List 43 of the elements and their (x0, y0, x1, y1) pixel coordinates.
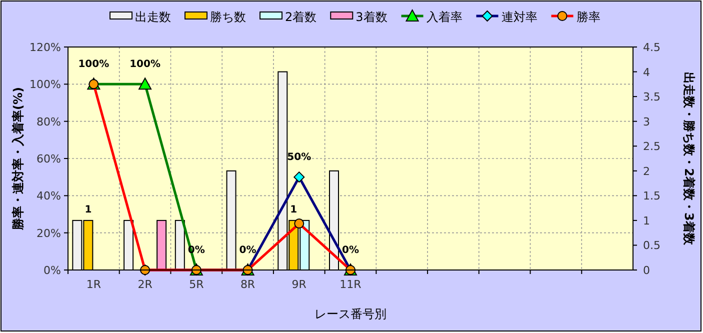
y2-tick-label: 1.5 (643, 190, 660, 203)
y2-tick-label: 0 (643, 264, 650, 277)
legend-label: 連対率 (501, 10, 538, 24)
y-tick-label: 20% (36, 226, 61, 240)
y-tick-label: 100% (30, 78, 61, 92)
y2-axis-title: 出走数・勝ち数・2着数・3着数 (682, 72, 696, 246)
y2-tick-label: 1 (643, 214, 650, 228)
data-label: 100% (130, 59, 160, 70)
legend-label: 2着数 (285, 10, 317, 24)
point (294, 172, 305, 183)
x-tick-label: 9R (292, 278, 307, 291)
y2-tick-label: 0.5 (643, 239, 660, 252)
x-tick-label: 2R (138, 278, 153, 291)
point (294, 218, 304, 229)
data-label: 0% (342, 245, 359, 256)
y-tick-label: 60% (36, 152, 61, 166)
legend-label: 勝率 (576, 10, 600, 24)
legend-label: 勝ち数 (210, 10, 246, 24)
y-axis-title: 勝率・連対率・入着率(%) (11, 87, 25, 231)
y2-tick-label: 3.5 (643, 90, 660, 104)
data-label: 0% (239, 245, 256, 256)
y-tick-label: 0% (44, 264, 61, 277)
x-tick-label: 5R (189, 278, 204, 291)
data-label: 1 (84, 204, 92, 216)
legend-label: 入着率 (426, 10, 462, 24)
y2-tick-label: 2.5 (643, 140, 660, 154)
x-tick-label: 11R (340, 278, 362, 291)
y-tick-label: 80% (36, 115, 61, 128)
point (138, 78, 152, 90)
x-tick-label: 8R (240, 278, 256, 291)
legend-label: 出走数 (135, 10, 171, 24)
y-tick-label: 40% (36, 190, 61, 203)
x-axis-title: レース番号別 (314, 307, 386, 321)
data-label: 1 (290, 204, 298, 216)
data-label: 100% (78, 59, 110, 70)
y2-tick-label: 3 (643, 115, 650, 128)
data-label: 50% (287, 152, 312, 164)
x-tick-label: 1R (86, 278, 102, 291)
legend-label: 3着数 (356, 10, 388, 24)
y2-tick-label: 4 (643, 66, 650, 79)
y-tick-label: 120% (30, 41, 61, 54)
y2-tick-label: 2 (643, 164, 650, 178)
y2-tick-label: 4.5 (643, 41, 660, 54)
